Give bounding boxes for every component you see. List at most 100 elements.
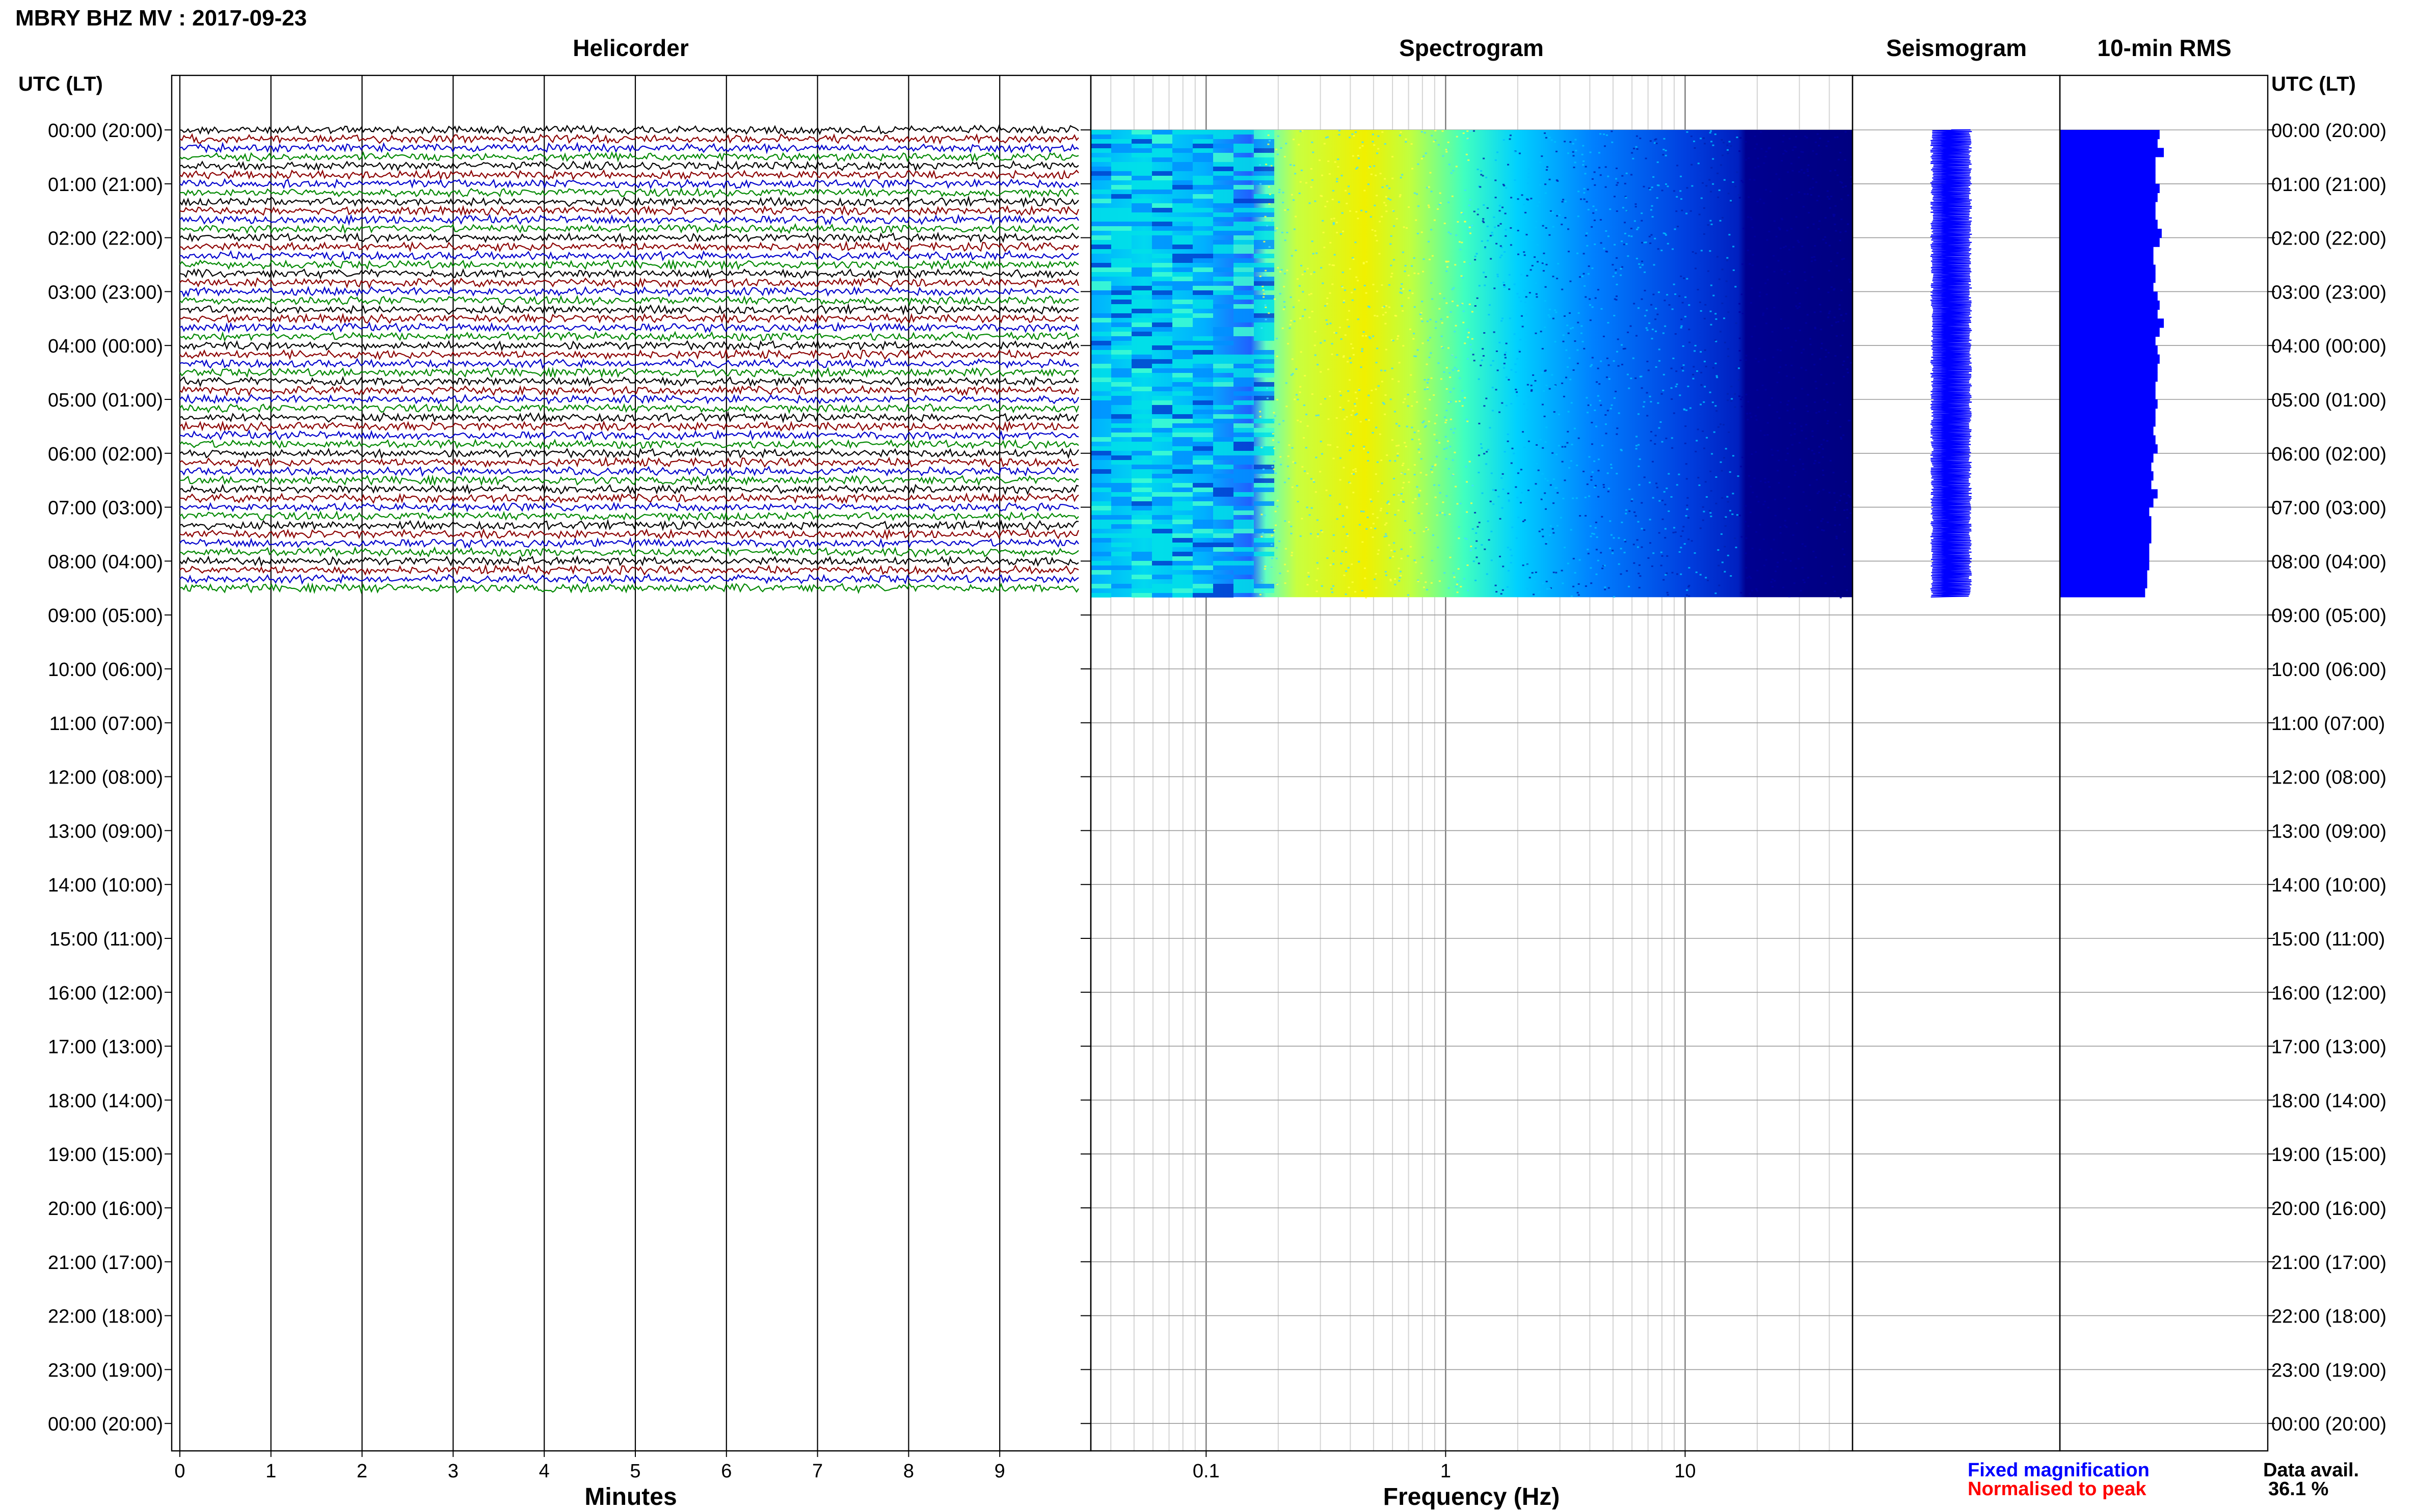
spectrogram-speckle <box>1262 532 1264 534</box>
spectrogram-speckle <box>1465 466 1467 468</box>
spectrogram-speckle <box>1299 317 1301 319</box>
spectrogram-cell <box>1111 176 1132 180</box>
spectrogram-cell <box>1172 300 1193 304</box>
spectrogram-speckle <box>1759 430 1762 432</box>
spectrogram-speckle <box>1804 271 1806 273</box>
spectrogram-cell <box>1091 593 1111 598</box>
spectrogram-speckle <box>1291 194 1293 196</box>
spectrogram-speckle <box>1259 183 1262 185</box>
spectrogram-speckle <box>1790 228 1793 230</box>
spectrogram-speckle <box>1687 517 1689 519</box>
spectrogram-speckle <box>1291 554 1293 556</box>
spectrogram-cell <box>1152 240 1172 245</box>
spectrogram-speckle <box>1469 130 1472 132</box>
spectrogram-speckle <box>1446 440 1449 442</box>
spectrogram-speckle <box>1850 183 1853 184</box>
spectrogram-speckle <box>1542 225 1544 227</box>
spectrogram-speckle <box>1756 570 1759 572</box>
spectrogram-speckle <box>1504 251 1506 253</box>
spectrogram-cell <box>1132 414 1152 419</box>
spectrogram-cell <box>1152 584 1172 588</box>
spectrogram-speckle <box>1326 557 1329 559</box>
spectrogram-speckle <box>1811 256 1813 258</box>
helicorder-trace <box>179 178 1079 190</box>
spectrogram-speckle <box>1467 159 1470 161</box>
spectrogram-speckle <box>1674 228 1676 230</box>
spectrogram-speckle <box>1738 367 1740 369</box>
spectrogram-cell <box>1233 547 1254 552</box>
spectrogram-speckle <box>1478 454 1480 456</box>
spectrogram-cell <box>1111 552 1132 556</box>
spectrogram-cell <box>1193 300 1213 304</box>
spectrogram-cell <box>1233 240 1254 245</box>
spectrogram-speckle <box>1625 197 1627 199</box>
spectrogram-speckle <box>1293 320 1296 322</box>
spectrogram-speckle <box>1527 168 1530 170</box>
spectrogram-speckle <box>1514 179 1516 181</box>
spectrogram-speckle <box>1671 308 1674 310</box>
spectrogram-speckle <box>1662 579 1665 581</box>
spectrogram-cell <box>1172 258 1193 263</box>
spectrogram-speckle <box>1829 207 1832 209</box>
spectrogram-speckle <box>1763 202 1765 204</box>
spectrogram-speckle <box>1552 478 1555 480</box>
spectrogram-speckle <box>1391 177 1394 179</box>
spectrogram-speckle <box>1572 585 1575 587</box>
spectrogram-speckle <box>1375 587 1378 589</box>
spectrogram-speckle <box>1768 404 1771 406</box>
spectrogram-cell <box>1152 451 1172 455</box>
spectrogram-speckle <box>1583 198 1586 200</box>
spectrogram-speckle <box>1517 517 1520 519</box>
spectrogram-cell <box>1213 377 1233 382</box>
spectrogram-speckle <box>1316 590 1318 592</box>
spectrogram-speckle <box>1377 491 1380 493</box>
spectrogram-speckle <box>1787 486 1790 488</box>
spectrogram-speckle <box>1758 295 1761 297</box>
spectrogram-speckle <box>1271 534 1273 536</box>
spectrogram-speckle <box>1748 576 1751 578</box>
rms-bar <box>2060 264 2156 274</box>
spectrogram-speckle <box>1814 141 1817 143</box>
spectrogram-cell <box>1213 203 1233 208</box>
spectrogram-cell <box>1132 556 1152 561</box>
spectrogram-cell <box>1091 552 1111 556</box>
spectrogram-speckle <box>1477 208 1480 210</box>
spectrogram-speckle <box>1623 539 1626 541</box>
spectrogram-speckle <box>1563 395 1565 397</box>
spectrogram-cell <box>1254 483 1274 488</box>
spectrogram-speckle <box>1358 561 1360 563</box>
spectrogram-speckle <box>1285 382 1287 384</box>
spectrogram-cell <box>1254 446 1274 451</box>
spectrogram-speckle <box>1484 284 1486 286</box>
helicorder-trace <box>179 124 1079 136</box>
spectrogram-speckle <box>1443 223 1446 224</box>
spectrogram-speckle <box>1490 530 1493 532</box>
spectrogram-speckle <box>1640 375 1643 377</box>
spectrogram-speckle <box>1662 232 1665 234</box>
spectrogram-speckle <box>1715 476 1718 478</box>
spectrogram-speckle <box>1721 268 1724 271</box>
spectrogram-speckle <box>1760 148 1763 150</box>
spectrogram-speckle <box>1548 137 1551 139</box>
spectrogram-speckle <box>1662 149 1665 150</box>
utc-tick-label-left: 22:00 (18:00) <box>48 1306 163 1328</box>
spectrogram-speckle <box>1766 422 1769 424</box>
spectrogram-speckle <box>1595 425 1597 427</box>
spectrogram-speckle <box>1445 270 1448 272</box>
spectrogram-speckle <box>1611 467 1613 469</box>
helicorder-trace <box>179 223 1079 234</box>
spectrogram-speckle <box>1499 518 1501 520</box>
spectrogram-speckle <box>1541 473 1544 475</box>
spectrogram-speckle <box>1738 303 1741 305</box>
spectrogram-speckle <box>1814 381 1817 383</box>
spectrogram-speckle <box>1455 485 1457 488</box>
spectrogram-speckle <box>1750 485 1752 488</box>
spectrogram-cell <box>1152 144 1172 148</box>
spectrogram-cell <box>1152 533 1172 538</box>
spectrogram-speckle <box>1505 342 1508 344</box>
spectrogram-cell <box>1254 235 1274 240</box>
spectrogram-speckle <box>1540 498 1543 500</box>
spectrogram-speckle <box>1537 469 1540 471</box>
spectrogram-speckle <box>1552 502 1555 504</box>
spectrogram-speckle <box>1407 394 1409 396</box>
